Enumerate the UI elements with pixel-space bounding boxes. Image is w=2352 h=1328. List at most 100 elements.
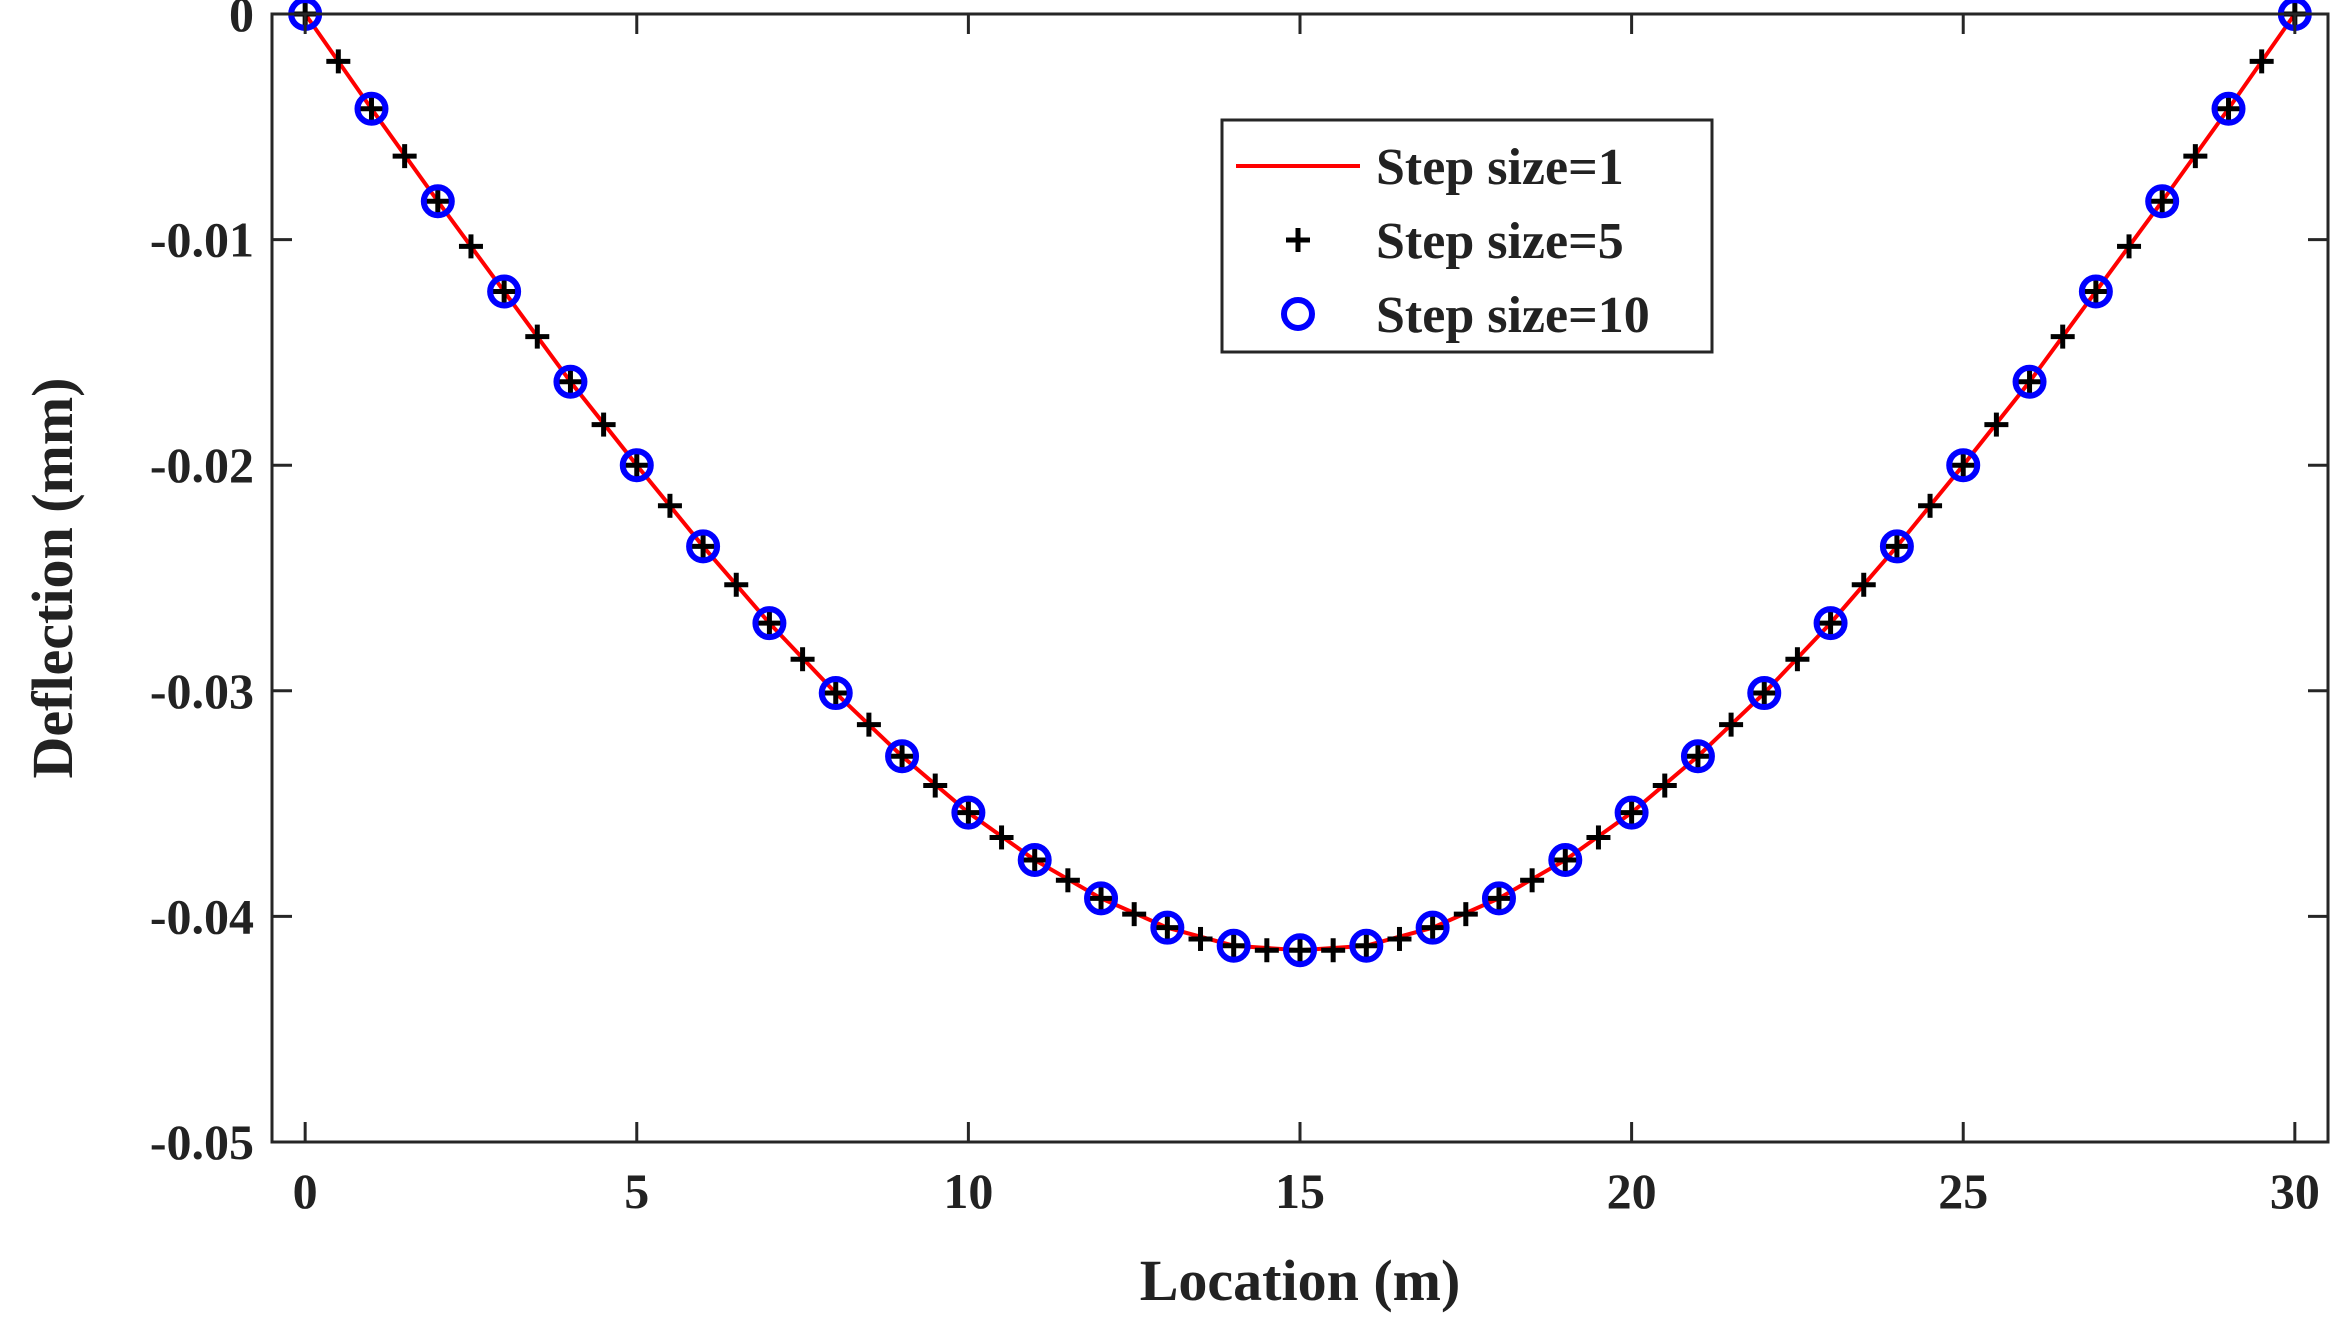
data-point-plus — [890, 744, 915, 769]
data-point-circle — [2078, 274, 2113, 309]
legend-marker-swatch — [1286, 228, 1310, 252]
y-tick-label: 0 — [229, 0, 254, 42]
data-point-plus — [1619, 800, 1644, 825]
data-point-plus — [1188, 926, 1213, 951]
data-point-circle — [1415, 910, 1450, 945]
data-point-circle — [1283, 933, 1317, 968]
data-point-circle — [487, 274, 522, 309]
data-point-plus — [1453, 902, 1478, 927]
data-point-plus — [989, 825, 1014, 850]
data-point-plus — [1254, 938, 1279, 963]
x-tick-label: 20 — [1607, 1163, 1657, 1219]
data-point-circle — [1084, 881, 1119, 916]
data-point-plus — [1685, 744, 1710, 769]
x-tick-label: 10 — [943, 1163, 993, 1219]
data-point-plus — [923, 773, 948, 798]
data-point-circle — [885, 739, 920, 774]
data-point-plus — [591, 412, 616, 437]
x-tick-label: 15 — [1275, 1163, 1325, 1219]
y-tick-label: -0.05 — [150, 1114, 254, 1170]
legend-box — [1220, 118, 1714, 354]
data-point-circle — [951, 795, 986, 830]
data-point-plus — [856, 712, 881, 737]
data-point-plus — [1752, 681, 1777, 706]
data-point-plus — [2083, 279, 2108, 304]
data-point-plus — [1586, 825, 1611, 850]
data-point-circle — [2211, 91, 2246, 126]
x-tick-label: 30 — [2270, 1163, 2320, 1219]
data-point-plus — [2117, 234, 2142, 259]
data-point-circle — [1879, 529, 1914, 564]
data-point-plus — [1155, 915, 1180, 940]
data-point-plus — [2017, 369, 2042, 394]
legend-label: Step size=10 — [1376, 287, 1650, 344]
data-point-plus — [1553, 848, 1578, 872]
data-point-circle — [1150, 910, 1185, 945]
data-point-circle — [1747, 676, 1782, 711]
data-point-circle — [1614, 795, 1649, 830]
data-point-plus — [1022, 848, 1047, 872]
data-point-plus — [1984, 412, 2009, 437]
data-point-circle — [619, 448, 654, 483]
data-point-plus — [326, 49, 351, 74]
y-tick-label: -0.02 — [150, 437, 254, 493]
data-point-plus — [392, 144, 417, 169]
data-point-plus — [790, 647, 815, 672]
data-point-plus — [525, 324, 550, 349]
data-point-circle — [1349, 928, 1384, 963]
data-point-plus — [1818, 611, 1843, 636]
data-point-plus — [1420, 915, 1445, 940]
data-point-circle — [686, 529, 721, 564]
data-point-circle — [1481, 881, 1516, 916]
data-point-circle — [1216, 928, 1251, 963]
data-point-plus — [1354, 933, 1379, 958]
x-tick-label: 5 — [624, 1163, 649, 1219]
data-point-plus — [1851, 572, 1876, 597]
data-point-plus — [2216, 96, 2241, 121]
y-tick-label: -0.04 — [150, 888, 254, 944]
data-point-plus — [2150, 189, 2175, 214]
data-point-plus — [1719, 712, 1744, 737]
data-point-plus — [1288, 938, 1312, 963]
data-point-plus — [724, 572, 749, 597]
data-point-circle — [553, 364, 588, 399]
data-point-circle — [818, 676, 853, 711]
y-tick-label: -0.01 — [150, 212, 254, 268]
data-point-plus — [1884, 534, 1909, 559]
data-point-plus — [956, 800, 981, 825]
y-axis-label: Deflection (mm) — [20, 378, 85, 779]
y-tick-label: -0.03 — [150, 663, 254, 719]
data-point-plus — [1221, 933, 1246, 958]
data-point-plus — [757, 611, 782, 636]
data-point-plus — [558, 369, 583, 394]
x-tick-label: 0 — [293, 1163, 318, 1219]
data-point-plus — [1951, 453, 1976, 478]
data-point-plus — [2183, 144, 2208, 169]
data-point-plus — [1321, 938, 1346, 963]
data-point-circle — [1548, 843, 1583, 877]
data-point-plus — [1918, 493, 1943, 518]
data-point-plus — [1652, 773, 1677, 798]
data-point-plus — [1055, 868, 1080, 893]
data-point-plus — [624, 453, 649, 478]
data-point-plus — [2249, 49, 2274, 74]
data-point-plus — [1122, 902, 1147, 927]
data-point-plus — [425, 189, 450, 214]
x-axis-label: Location (m) — [1140, 1248, 1461, 1313]
data-point-plus — [691, 534, 716, 559]
data-point-plus — [2050, 324, 2075, 349]
data-point-circle — [752, 606, 787, 641]
x-tick-label: 25 — [1938, 1163, 1988, 1219]
data-point-circle — [2145, 184, 2180, 219]
data-point-circle — [1017, 843, 1052, 877]
legend-marker-swatch — [1281, 297, 1315, 331]
series-step-size-5 — [293, 2, 2307, 963]
data-point-plus — [1486, 886, 1511, 911]
legend-label: Step size=5 — [1376, 213, 1624, 270]
data-point-plus — [458, 234, 483, 259]
data-point-plus — [359, 96, 384, 121]
y-axis: 0 -0.01 -0.02 -0.03 -0.04 -0.05 — [150, 0, 2328, 1170]
data-point-circle — [420, 184, 455, 219]
